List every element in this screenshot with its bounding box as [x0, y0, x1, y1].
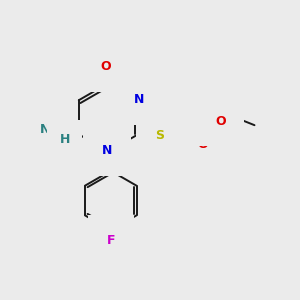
- Text: O: O: [215, 115, 226, 128]
- Text: N: N: [102, 144, 112, 158]
- Text: NH: NH: [40, 123, 61, 136]
- Text: O: O: [101, 60, 111, 73]
- Text: O: O: [197, 138, 208, 151]
- Text: H: H: [59, 133, 70, 146]
- Text: N: N: [134, 93, 145, 106]
- Text: F: F: [106, 234, 115, 247]
- Text: S: S: [155, 129, 164, 142]
